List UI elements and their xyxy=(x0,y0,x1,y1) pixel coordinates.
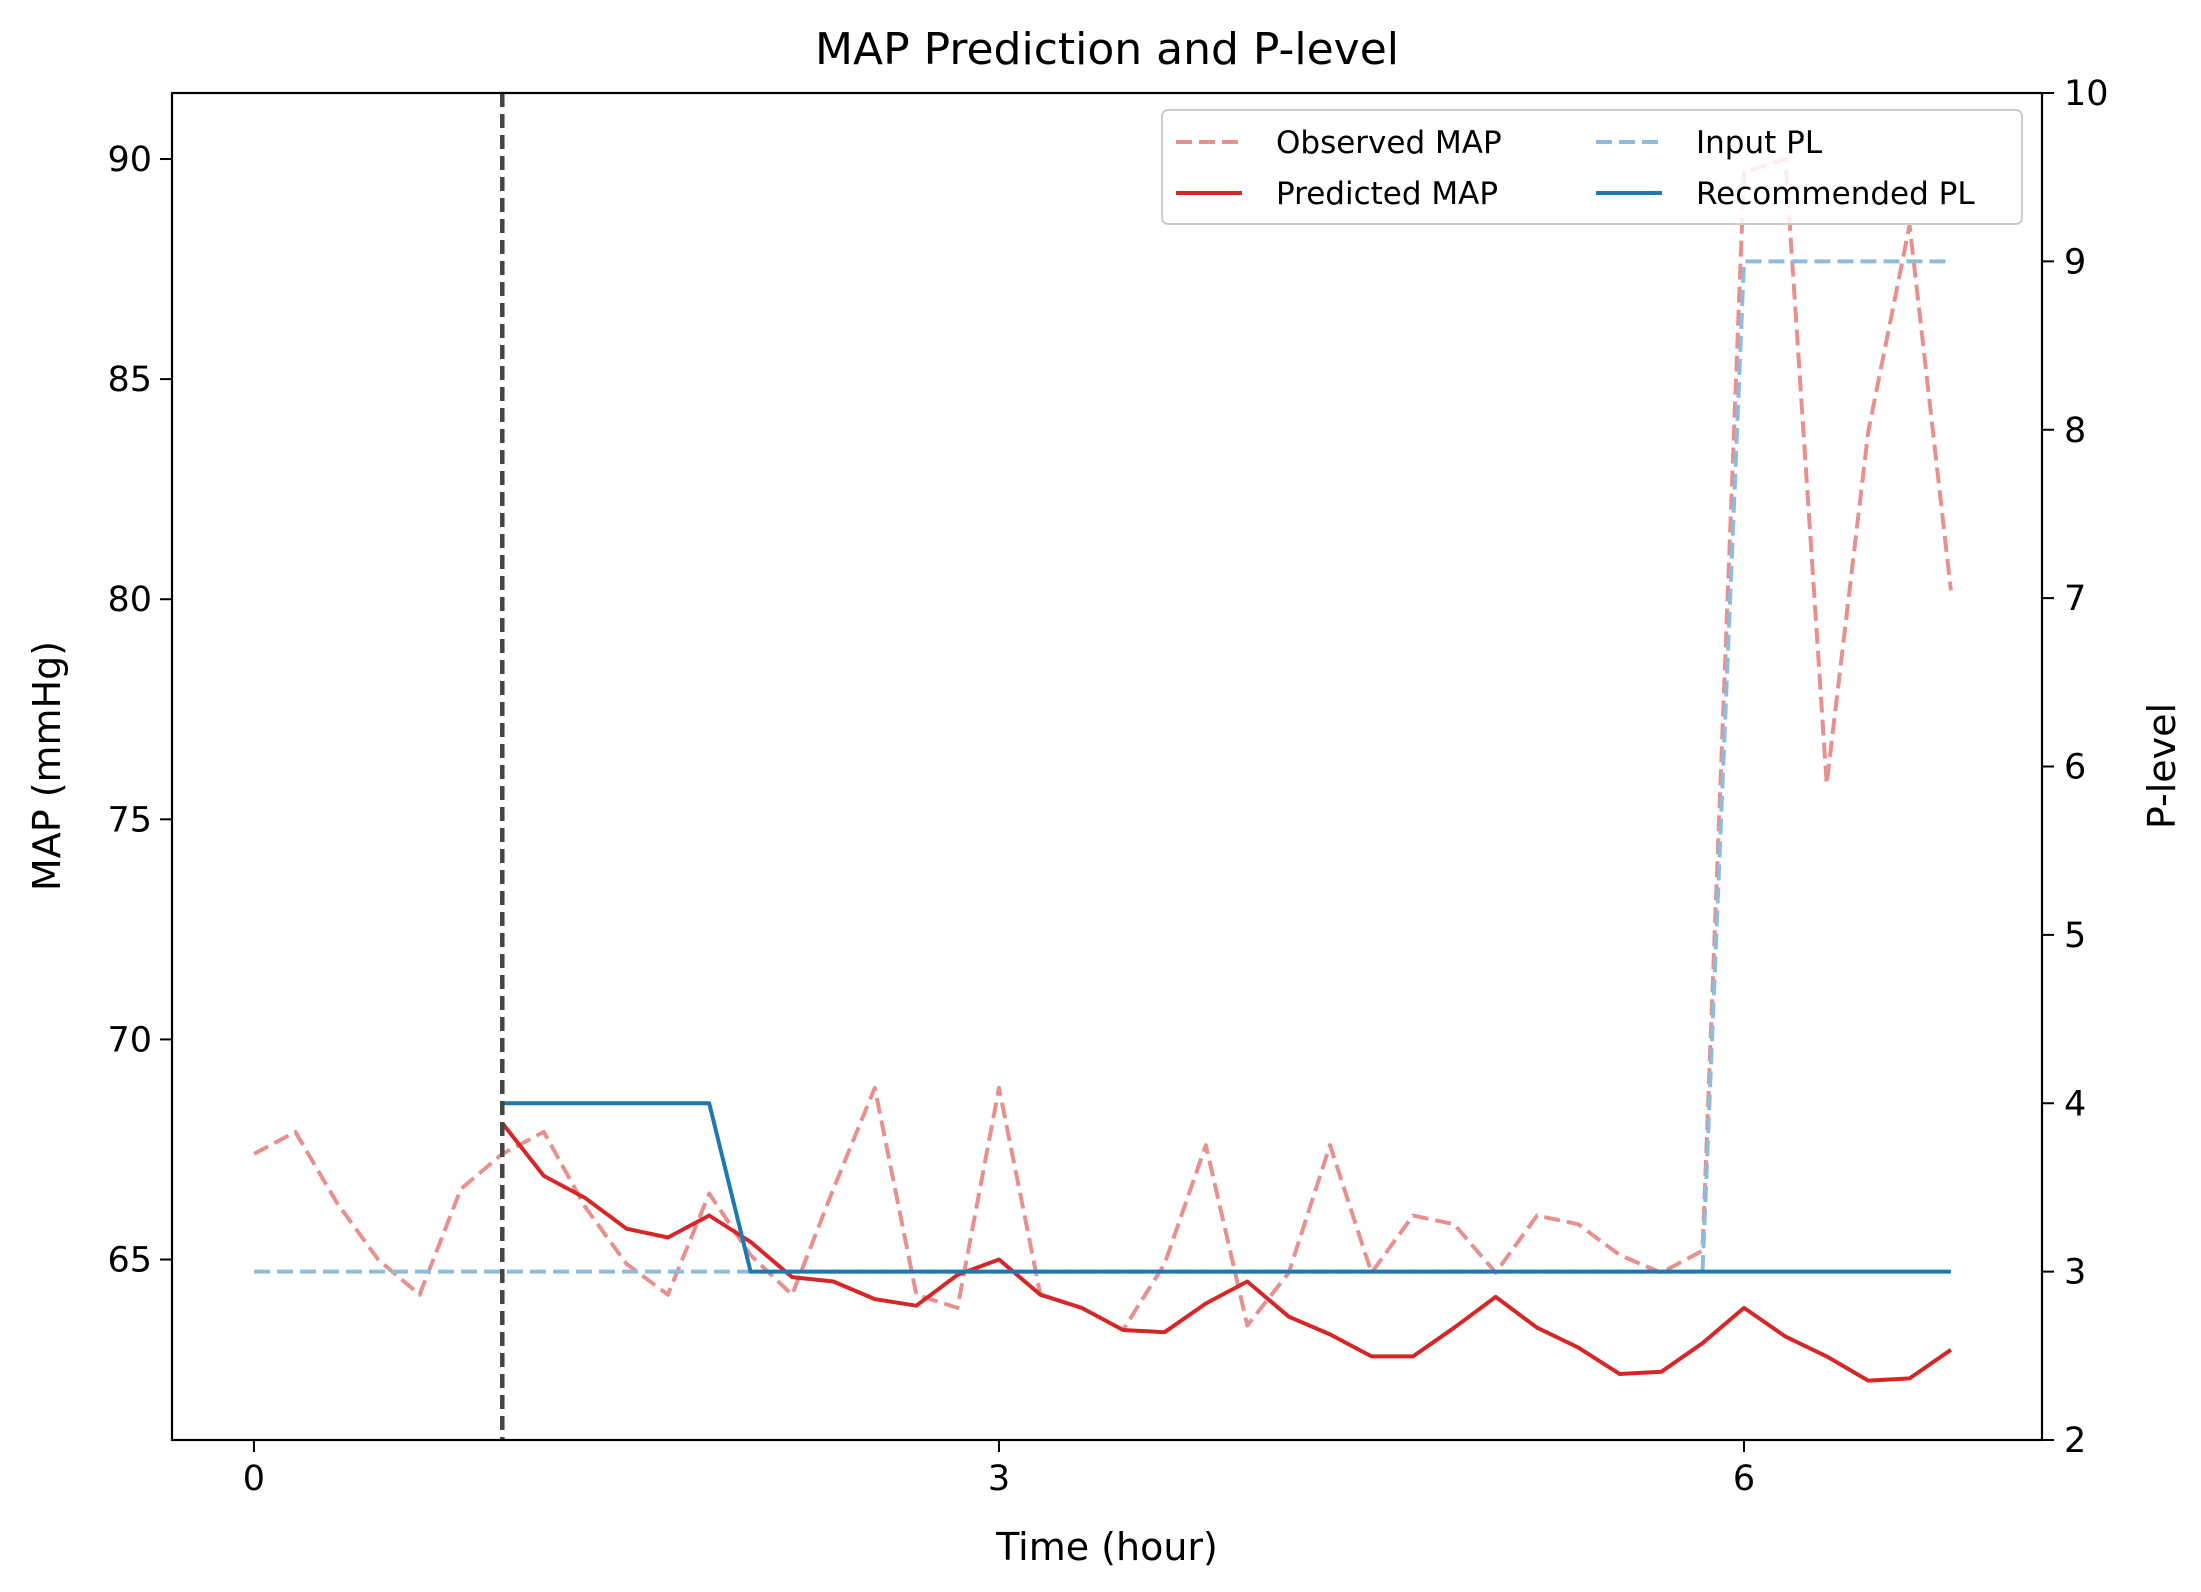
legend: Observed MAP Predicted MAP Input PL Recomme… xyxy=(1161,109,2023,225)
y-tick-label: 75 xyxy=(107,800,152,840)
x-axis-label: Time (hour) xyxy=(995,1525,1218,1569)
y-axis-left: 65 70 75 80 85 90 xyxy=(107,140,172,1281)
y2-tick-label: 2 xyxy=(2064,1421,2086,1461)
legend-label-predicted-map: Predicted MAP xyxy=(1276,176,1498,212)
legend-label-input-pl: Input PL xyxy=(1696,125,1823,161)
y2-tick-label: 9 xyxy=(2064,242,2086,282)
y-axis-label: MAP (mmHg) xyxy=(25,641,69,891)
y2-tick-label: 4 xyxy=(2064,1084,2086,1124)
chart-title: MAP Prediction and P-level xyxy=(815,24,1399,75)
y2-tick-label: 10 xyxy=(2064,74,2109,114)
y-axis-right: 2 3 4 5 6 7 8 9 10 xyxy=(2042,74,2109,1461)
y-tick-label: 90 xyxy=(107,140,152,180)
legend-label-observed-map: Observed MAP xyxy=(1276,125,1502,161)
x-tick-label: 0 xyxy=(243,1459,265,1499)
y2-tick-label: 8 xyxy=(2064,411,2086,451)
y-tick-label: 85 xyxy=(107,360,152,400)
y2-tick-label: 5 xyxy=(2064,916,2086,956)
x-axis: 0 3 6 xyxy=(243,1440,1755,1499)
series-layer xyxy=(253,157,1953,1383)
y-tick-label: 80 xyxy=(107,580,152,620)
y2-tick-label: 3 xyxy=(2064,1253,2086,1293)
legend-label-recommended-pl: Recommended PL xyxy=(1696,176,1975,212)
series-line-recommended-pl xyxy=(502,1101,1951,1274)
x-tick-label: 3 xyxy=(988,1459,1010,1499)
x-tick-label: 6 xyxy=(1733,1459,1755,1499)
y2-tick-label: 6 xyxy=(2064,748,2086,788)
y-tick-label: 65 xyxy=(107,1241,152,1281)
y2-tick-label: 7 xyxy=(2064,579,2086,619)
y2-axis-label: P-level xyxy=(2140,703,2184,829)
legend-box xyxy=(1161,109,2023,225)
y-tick-label: 70 xyxy=(107,1020,152,1060)
